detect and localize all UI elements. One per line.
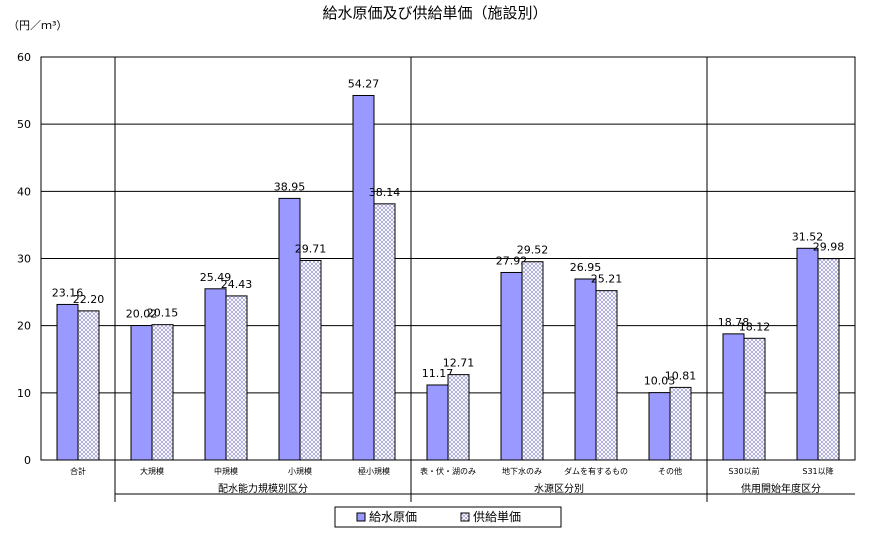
data-label: 38.14 [369, 186, 401, 199]
category-label: 大規模 [140, 466, 164, 476]
legend-label: 供給単価 [473, 510, 521, 524]
bar-cost [278, 197, 301, 461]
y-tick-label: 10 [17, 387, 31, 400]
bar-cost [648, 392, 671, 461]
data-label: 27.92 [496, 254, 528, 267]
data-label: 23.16 [52, 286, 84, 299]
plot-area: 0 10 20 30 40 50 60 23.16 20.02 25.49 38.95 54.27 11… [17, 51, 856, 502]
category-label: 小規模 [288, 466, 312, 476]
bar-cost [722, 333, 745, 461]
legend-swatch-price [460, 512, 470, 522]
category-label: 極小規模 [358, 466, 390, 476]
category-label: 中規模 [214, 466, 238, 476]
data-label: 22.20 [73, 293, 105, 306]
data-label: 29.98 [813, 241, 845, 254]
legend-swatch-cost [356, 512, 366, 522]
y-tick-label: 50 [17, 118, 31, 131]
chart-title: 給水原価及び供給単価（施設別） [322, 4, 547, 22]
data-label: 10.81 [665, 369, 697, 382]
bar-cost [426, 384, 449, 461]
category-label: 地下水のみ [502, 466, 542, 476]
bar-cost [574, 278, 597, 461]
bar-price [817, 258, 840, 461]
data-label: 18.12 [739, 320, 771, 333]
data-label: 29.71 [295, 242, 327, 255]
category-label: 合計 [70, 466, 86, 476]
data-label: 38.95 [274, 180, 306, 193]
data-label: 31.52 [792, 230, 824, 243]
category-label: その他 [658, 466, 682, 476]
bar-cost [130, 325, 153, 461]
group-label: 配水能力規模別区分 [218, 482, 308, 495]
category-label: S30以前 [728, 466, 759, 476]
data-label: 11.17 [422, 367, 454, 380]
bar-cost [500, 271, 523, 461]
bar-price [595, 290, 618, 461]
group-label: 供用開始年度区分 [741, 482, 821, 495]
category-label: 表・伏・湖のみ [420, 466, 476, 476]
bar-price [373, 203, 396, 461]
bar-cost [204, 288, 227, 461]
bar-price [669, 386, 692, 461]
legend-box [334, 506, 562, 528]
bar-price [151, 324, 174, 461]
bar-price [521, 261, 544, 461]
data-label: 20.02 [126, 308, 158, 321]
bar-cost [796, 247, 819, 461]
category-label: ダムを有するもの [564, 466, 628, 476]
data-label: 25.49 [200, 271, 232, 284]
data-label: 12.71 [443, 357, 475, 370]
data-label: 54.27 [348, 77, 380, 90]
bar-price [743, 337, 766, 461]
bar-price [225, 295, 248, 461]
bar-cost [352, 94, 375, 461]
y-tick-label: 40 [17, 185, 31, 198]
y-tick-label: 0 [24, 454, 31, 467]
y-axis-unit-label: （円／ｍ³） [8, 19, 67, 32]
data-label: 29.52 [517, 244, 549, 257]
data-label: 26.95 [570, 261, 602, 274]
group-label: 水源区分別 [534, 482, 584, 495]
bar-price [447, 374, 470, 461]
data-label: 18.78 [718, 316, 750, 329]
legend-label: 給水原価 [369, 510, 417, 524]
data-label: 10.03 [644, 375, 676, 388]
data-label: 24.43 [221, 278, 253, 291]
y-tick-label: 20 [17, 320, 31, 333]
data-label: 20.15 [147, 307, 179, 320]
y-tick-label: 60 [17, 51, 31, 64]
bar-cost [56, 303, 79, 461]
bar-price [299, 259, 322, 461]
y-tick-label: 30 [17, 253, 31, 266]
bar-price [77, 310, 100, 461]
category-label: S31以降 [802, 466, 833, 476]
legend: 給水原価 供給単価 [334, 506, 562, 528]
data-label: 25.21 [591, 273, 623, 286]
